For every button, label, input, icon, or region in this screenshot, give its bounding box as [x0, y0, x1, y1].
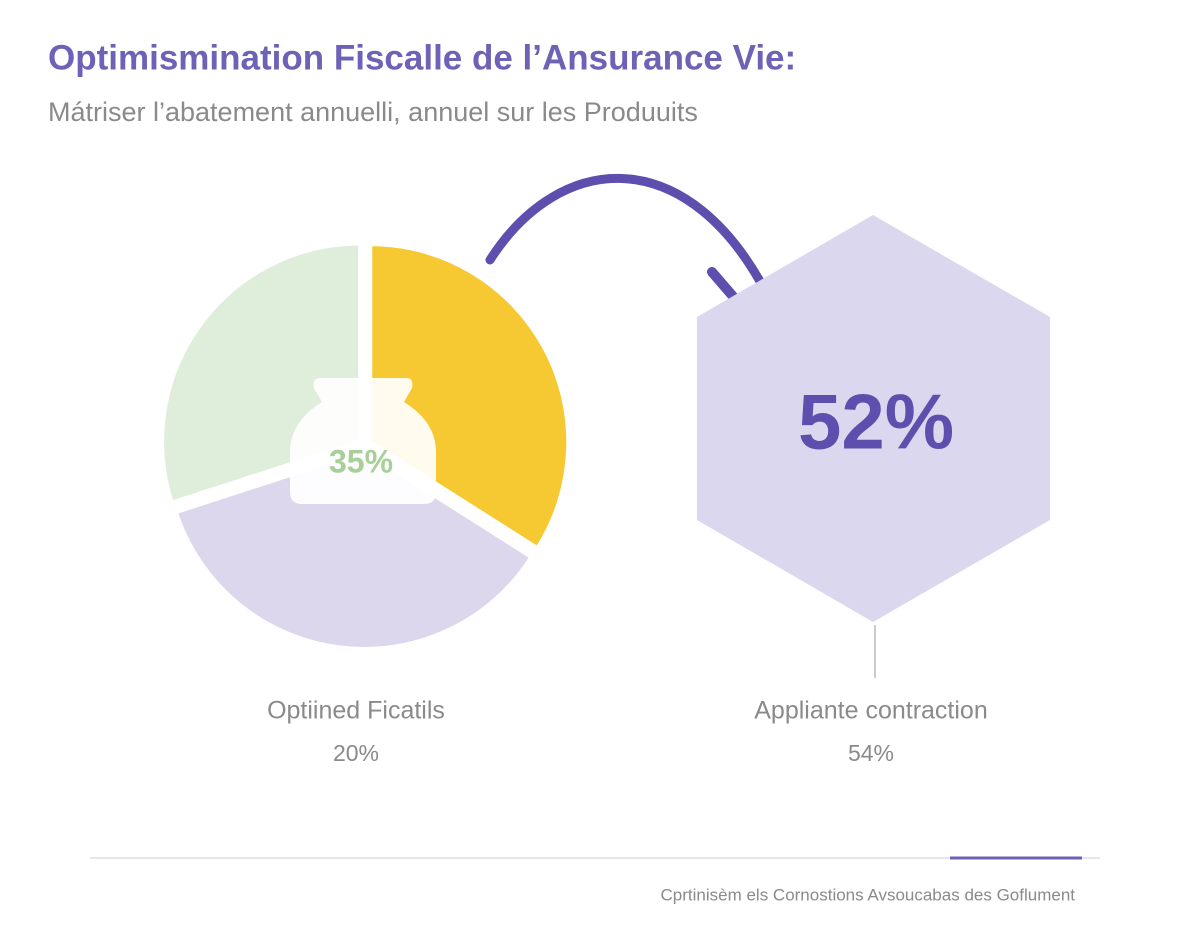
hexagon-label: 52% [798, 378, 954, 466]
center-label: 35% [329, 443, 393, 479]
hexagon [697, 215, 1050, 622]
caption-title: Optiined Ficatils [267, 697, 445, 725]
caption-value: 20% [333, 740, 379, 766]
pie-segment [173, 448, 535, 651]
caption-title: Appliante contraction [754, 697, 987, 725]
footer: Cprtinisèm els Cornostions Avsoucabas de… [661, 885, 1076, 904]
bag-icon: 35% [290, 378, 436, 504]
subtitle: Mátriser l’abatement annuelli, annuel su… [48, 97, 698, 127]
arrow [485, 173, 775, 305]
title: Optimismination Fiscalle de l’Ansurance … [48, 38, 796, 77]
caption-value: 54% [848, 740, 894, 766]
